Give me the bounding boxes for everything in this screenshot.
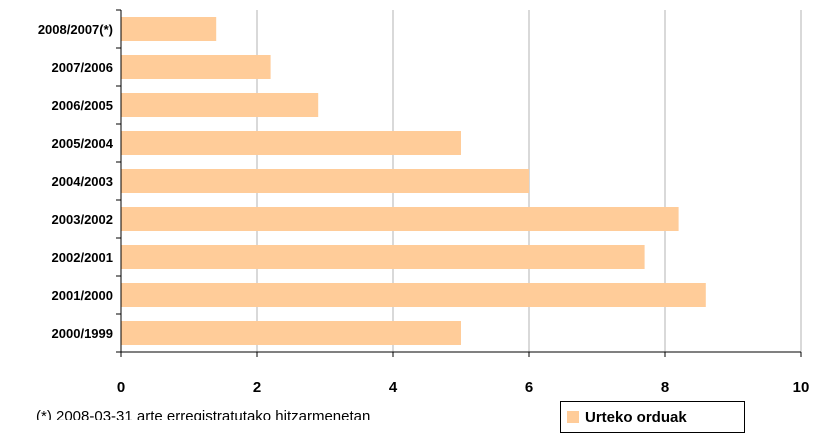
- x-tick-label-10: 10: [793, 379, 810, 396]
- legend-label: Urteko orduak: [585, 408, 687, 426]
- category-label-2006/2005: 2006/2005: [52, 98, 113, 113]
- category-label-2001/2000: 2001/2000: [52, 288, 113, 303]
- category-label-2007/2006: 2007/2006: [52, 60, 113, 75]
- bar-2001/2000: [121, 283, 706, 307]
- legend-swatch: [567, 411, 579, 423]
- legend: Urteko orduak: [560, 401, 745, 433]
- bar-2008/2007(*): [121, 17, 217, 41]
- x-tick-label-2: 2: [253, 379, 261, 396]
- category-label-2003/2002: 2003/2002: [52, 212, 113, 227]
- bar-2002/2001: [121, 245, 645, 269]
- category-label-2004/2003: 2004/2003: [52, 174, 113, 189]
- footnote: (*) 2008-03-31 arte erregistratutako hit…: [36, 408, 371, 420]
- bar-2000/1999: [121, 321, 461, 345]
- x-tick-label-8: 8: [661, 379, 669, 396]
- bar-2003/2002: [121, 207, 679, 231]
- bar-2007/2006: [121, 55, 271, 79]
- x-tick-label-6: 6: [525, 379, 533, 396]
- x-tick-label-4: 4: [389, 379, 398, 396]
- category-label-2002/2001: 2002/2001: [52, 250, 113, 265]
- bar-2005/2004: [121, 131, 461, 155]
- bar-2004/2003: [121, 169, 529, 193]
- x-tick-label-0: 0: [117, 379, 125, 396]
- category-label-2008/2007(*): 2008/2007(*): [38, 22, 113, 37]
- category-label-2005/2004: 2005/2004: [52, 136, 114, 151]
- category-label-2000/1999: 2000/1999: [52, 326, 113, 341]
- bar-2006/2005: [121, 93, 319, 117]
